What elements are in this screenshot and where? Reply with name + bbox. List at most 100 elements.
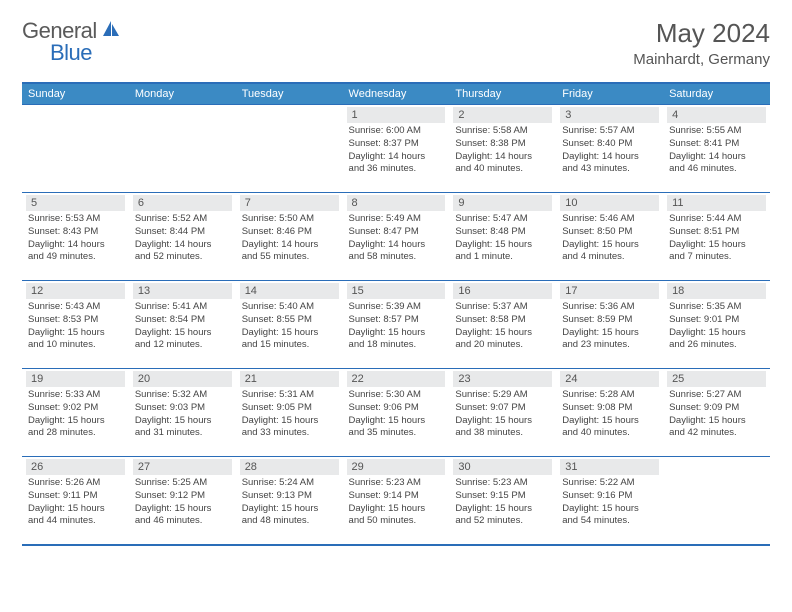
day-number: 31 (560, 459, 659, 475)
location: Mainhardt, Germany (633, 51, 770, 68)
day-info: Sunrise: 5:23 AMSunset: 9:14 PMDaylight:… (347, 477, 446, 528)
day-info: Sunrise: 5:27 AMSunset: 9:09 PMDaylight:… (667, 389, 766, 440)
day-info: Sunrise: 5:29 AMSunset: 9:07 PMDaylight:… (453, 389, 552, 440)
calendar-cell: 30Sunrise: 5:23 AMSunset: 9:15 PMDayligh… (449, 456, 556, 544)
day-info: Sunrise: 5:24 AMSunset: 9:13 PMDaylight:… (240, 477, 339, 528)
day-number: 15 (347, 283, 446, 299)
day-number: 7 (240, 195, 339, 211)
calendar-header-row: SundayMondayTuesdayWednesdayThursdayFrid… (22, 84, 770, 104)
calendar-cell: 16 Sunrise: 5:37 AMSunset: 8:58 PMDayligh… (449, 280, 556, 368)
day-info: Sunrise: 5:53 AMSunset: 8:43 PMDaylight:… (26, 213, 125, 264)
day-number: 11 (667, 195, 766, 211)
day-number: 2 (453, 107, 552, 123)
day-info: Sunrise: 5:26 AMSunset: 9:11 PMDaylight:… (26, 477, 125, 528)
day-info: Sunrise: 5:33 AMSunset: 9:02 PMDaylight:… (26, 389, 125, 440)
day-info: Sunrise: 5:32 AMSunset: 9:03 PMDaylight:… (133, 389, 232, 440)
calendar-cell: 21 Sunrise: 5:31 AMSunset: 9:05 PMDayligh… (236, 368, 343, 456)
calendar-cell: 31 Sunrise: 5:22 AMSunset: 9:16 PMDayligh… (556, 456, 663, 544)
weekday-header: Thursday (449, 84, 556, 104)
month-title: May 2024 (633, 18, 770, 49)
day-number: 6 (133, 195, 232, 211)
day-info: Sunrise: 5:58 AMSunset: 8:38 PMDaylight:… (453, 125, 552, 176)
day-number: 22 (347, 371, 446, 387)
calendar-cell: 22 Sunrise: 5:30 AMSunset: 9:06 PMDayligh… (343, 368, 450, 456)
day-number: 18 (667, 283, 766, 299)
calendar-cell: 13 Sunrise: 5:41 AMSunset: 8:54 PMDayligh… (129, 280, 236, 368)
title-block: May 2024 Mainhardt, Germany (633, 18, 770, 68)
calendar-cell (663, 456, 770, 544)
calendar-week-row: 1Sunrise: 6:00 AMSunset: 8:37 PMDaylight… (22, 104, 770, 192)
logo-text-blue: Blue (50, 40, 92, 65)
calendar-cell: 26 Sunrise: 5:26 AMSunset: 9:11 PMDayligh… (22, 456, 129, 544)
day-number: 26 (26, 459, 125, 475)
calendar-cell: 1Sunrise: 6:00 AMSunset: 8:37 PMDaylight… (343, 104, 450, 192)
calendar-cell: 20Sunrise: 5:32 AMSunset: 9:03 PMDayligh… (129, 368, 236, 456)
day-number: 27 (133, 459, 232, 475)
calendar-week-row: 5Sunrise: 5:53 AMSunset: 8:43 PMDaylight… (22, 192, 770, 280)
calendar-cell: 11Sunrise: 5:44 AMSunset: 8:51 PMDayligh… (663, 192, 770, 280)
day-info: Sunrise: 5:41 AMSunset: 8:54 PMDaylight:… (133, 301, 232, 352)
header: General May 2024 Mainhardt, Germany (22, 18, 770, 68)
day-info: Sunrise: 5:55 AMSunset: 8:41 PMDaylight:… (667, 125, 766, 176)
calendar-cell: 10Sunrise: 5:46 AMSunset: 8:50 PMDayligh… (556, 192, 663, 280)
day-number: 4 (667, 107, 766, 123)
weekday-header: Friday (556, 84, 663, 104)
day-number: 19 (26, 371, 125, 387)
calendar-cell: 23 Sunrise: 5:29 AMSunset: 9:07 PMDayligh… (449, 368, 556, 456)
calendar-cell: 14Sunrise: 5:40 AMSunset: 8:55 PMDayligh… (236, 280, 343, 368)
calendar-table: SundayMondayTuesdayWednesdayThursdayFrid… (22, 82, 770, 546)
calendar-cell: 7 Sunrise: 5:50 AMSunset: 8:46 PMDaylight… (236, 192, 343, 280)
day-info: Sunrise: 5:30 AMSunset: 9:06 PMDaylight:… (347, 389, 446, 440)
day-number: 29 (347, 459, 446, 475)
day-info: Sunrise: 5:50 AMSunset: 8:46 PMDaylight:… (240, 213, 339, 264)
day-info: Sunrise: 5:57 AMSunset: 8:40 PMDaylight:… (560, 125, 659, 176)
calendar-cell: 6 Sunrise: 5:52 AMSunset: 8:44 PMDaylight… (129, 192, 236, 280)
calendar-cell: 5Sunrise: 5:53 AMSunset: 8:43 PMDaylight… (22, 192, 129, 280)
calendar-cell (22, 104, 129, 192)
calendar-cell: 4 Sunrise: 5:55 AMSunset: 8:41 PMDaylight… (663, 104, 770, 192)
day-number: 16 (453, 283, 552, 299)
calendar-cell: 27 Sunrise: 5:25 AMSunset: 9:12 PMDayligh… (129, 456, 236, 544)
calendar-body: 1Sunrise: 6:00 AMSunset: 8:37 PMDaylight… (22, 104, 770, 544)
weekday-header: Monday (129, 84, 236, 104)
day-info: Sunrise: 5:40 AMSunset: 8:55 PMDaylight:… (240, 301, 339, 352)
weekday-header: Sunday (22, 84, 129, 104)
day-number: 13 (133, 283, 232, 299)
day-info: Sunrise: 6:00 AMSunset: 8:37 PMDaylight:… (347, 125, 446, 176)
logo-blue-wrap: Blue (22, 40, 92, 66)
day-info: Sunrise: 5:28 AMSunset: 9:08 PMDaylight:… (560, 389, 659, 440)
day-number: 24 (560, 371, 659, 387)
calendar-week-row: 12Sunrise: 5:43 AMSunset: 8:53 PMDayligh… (22, 280, 770, 368)
day-info: Sunrise: 5:37 AMSunset: 8:58 PMDaylight:… (453, 301, 552, 352)
day-number: 8 (347, 195, 446, 211)
calendar-cell: 8 Sunrise: 5:49 AMSunset: 8:47 PMDaylight… (343, 192, 450, 280)
weekday-header: Wednesday (343, 84, 450, 104)
day-info: Sunrise: 5:25 AMSunset: 9:12 PMDaylight:… (133, 477, 232, 528)
day-number: 9 (453, 195, 552, 211)
day-info: Sunrise: 5:52 AMSunset: 8:44 PMDaylight:… (133, 213, 232, 264)
day-info: Sunrise: 5:49 AMSunset: 8:47 PMDaylight:… (347, 213, 446, 264)
calendar-cell: 3 Sunrise: 5:57 AMSunset: 8:40 PMDaylight… (556, 104, 663, 192)
day-number: 3 (560, 107, 659, 123)
calendar-cell (129, 104, 236, 192)
calendar-cell: 17Sunrise: 5:36 AMSunset: 8:59 PMDayligh… (556, 280, 663, 368)
calendar-cell: 2 Sunrise: 5:58 AMSunset: 8:38 PMDaylight… (449, 104, 556, 192)
day-info: Sunrise: 5:22 AMSunset: 9:16 PMDaylight:… (560, 477, 659, 528)
calendar-cell: 15Sunrise: 5:39 AMSunset: 8:57 PMDayligh… (343, 280, 450, 368)
day-number: 25 (667, 371, 766, 387)
day-number: 23 (453, 371, 552, 387)
day-info: Sunrise: 5:43 AMSunset: 8:53 PMDaylight:… (26, 301, 125, 352)
sail-icon (101, 20, 121, 43)
calendar-cell: 29 Sunrise: 5:23 AMSunset: 9:14 PMDayligh… (343, 456, 450, 544)
calendar-week-row: 19 Sunrise: 5:33 AMSunset: 9:02 PMDayligh… (22, 368, 770, 456)
day-info: Sunrise: 5:46 AMSunset: 8:50 PMDaylight:… (560, 213, 659, 264)
calendar-cell: 25 Sunrise: 5:27 AMSunset: 9:09 PMDayligh… (663, 368, 770, 456)
weekday-header: Saturday (663, 84, 770, 104)
calendar-cell: 9Sunrise: 5:47 AMSunset: 8:48 PMDaylight… (449, 192, 556, 280)
calendar-cell: 12Sunrise: 5:43 AMSunset: 8:53 PMDayligh… (22, 280, 129, 368)
calendar-cell: 19 Sunrise: 5:33 AMSunset: 9:02 PMDayligh… (22, 368, 129, 456)
day-info: Sunrise: 5:31 AMSunset: 9:05 PMDaylight:… (240, 389, 339, 440)
day-number: 28 (240, 459, 339, 475)
day-number: 21 (240, 371, 339, 387)
calendar-cell (236, 104, 343, 192)
